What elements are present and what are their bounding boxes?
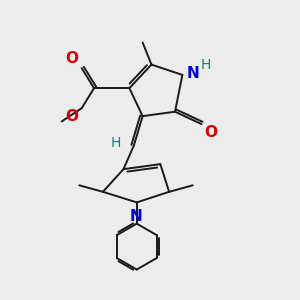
Text: H: H [201,58,211,73]
Text: N: N [187,66,199,81]
Text: H: H [111,136,122,150]
Text: N: N [130,209,142,224]
Text: O: O [204,125,217,140]
Text: O: O [66,110,79,124]
Text: O: O [66,51,79,66]
